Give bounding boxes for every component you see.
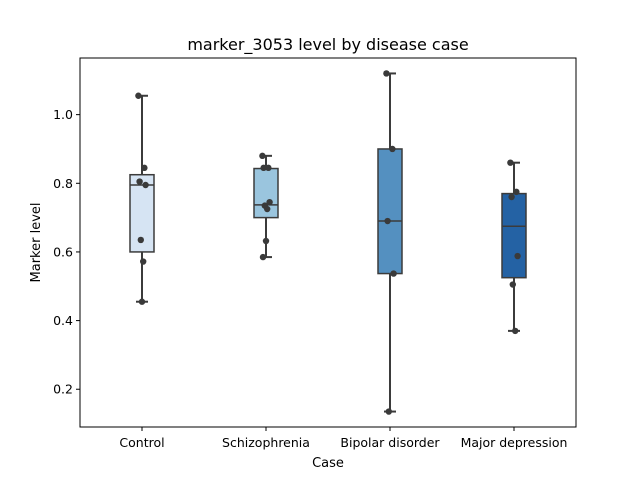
data-point (135, 92, 142, 99)
data-point (509, 281, 516, 288)
y-tick-label: 0.8 (53, 176, 73, 191)
points-bipolar-disorder (383, 70, 397, 415)
points-control (135, 92, 149, 305)
y-tick-label: 0.6 (53, 244, 73, 259)
x-axis: Control Schizophrenia Bipolar disorder Majo… (119, 427, 567, 450)
data-point (262, 237, 270, 245)
data-point (266, 198, 273, 206)
y-axis-label: Marker level (29, 203, 44, 283)
box-group-bipolar-disorder (377, 72, 403, 413)
y-tick-label: 0.2 (53, 382, 73, 397)
data-point (385, 408, 392, 415)
data-point (260, 164, 267, 172)
data-point (512, 327, 519, 335)
data-point (142, 181, 149, 189)
box-group-control (129, 94, 155, 303)
box-major-depression (501, 192, 527, 279)
box-schizophrenia (253, 167, 279, 219)
data-point (513, 188, 520, 196)
data-point (138, 298, 146, 305)
x-tick-label: Control (119, 435, 164, 450)
x-tick-label: Major depression (461, 435, 568, 450)
x-tick-label: Schizophrenia (222, 435, 310, 450)
data-point (514, 252, 521, 260)
x-axis-label: Case (312, 456, 344, 471)
data-point (136, 178, 143, 185)
data-point (264, 205, 271, 213)
data-point (141, 164, 148, 172)
data-point (259, 253, 267, 261)
chart-title: marker_3053 level by disease case (187, 35, 468, 55)
data-point (384, 217, 391, 225)
data-point (259, 152, 266, 160)
data-point (390, 270, 397, 277)
data-point (137, 236, 144, 244)
points-schizophrenia (259, 152, 273, 261)
data-point (507, 159, 514, 166)
plot-area (129, 70, 527, 415)
data-point (140, 258, 147, 265)
box-group-major-depression (501, 161, 527, 332)
y-tick-label: 0.4 (53, 313, 73, 328)
y-tick-label: 1.0 (53, 107, 73, 122)
points-major-depression (507, 159, 521, 335)
data-point (389, 145, 396, 153)
data-point (265, 164, 272, 172)
y-axis: 0.2 0.4 0.6 0.8 1.0 (53, 107, 80, 397)
data-point (383, 70, 390, 77)
x-tick-label: Bipolar disorder (340, 435, 440, 450)
data-point (508, 193, 515, 201)
plot-frame (79, 57, 577, 428)
box-bipolar-disorder (377, 148, 403, 275)
